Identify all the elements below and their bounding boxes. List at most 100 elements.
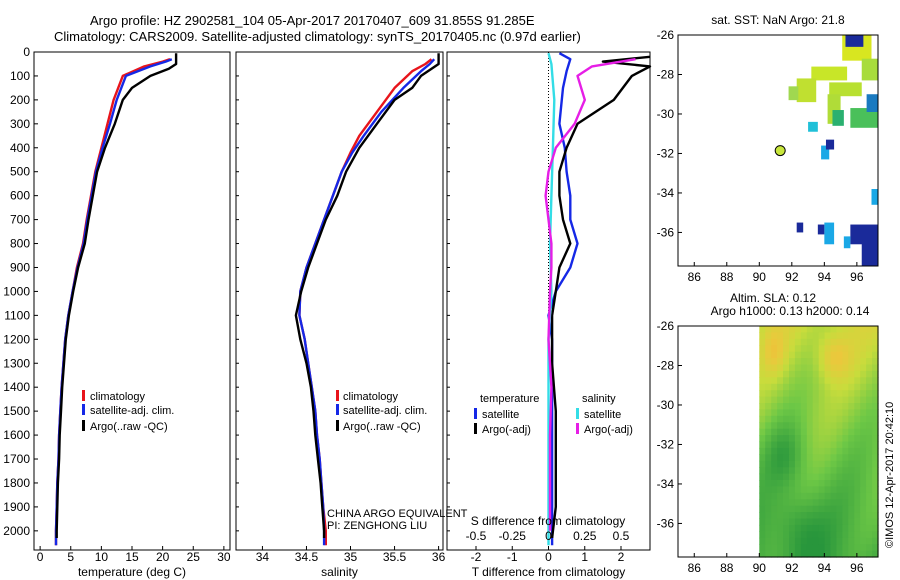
- sla-cell: [860, 537, 867, 545]
- sla-cell: [777, 332, 784, 340]
- sla-cell: [812, 364, 820, 372]
- float-position-marker: [774, 145, 786, 157]
- sla-cell: [771, 377, 778, 385]
- sla-cell: [789, 351, 796, 359]
- sla-cell: [771, 403, 778, 410]
- sla-cell: [824, 544, 832, 552]
- institution-pi: PI: ZENGHONG LIU: [327, 520, 427, 532]
- diff-xtick2-label: 0.5: [613, 529, 630, 543]
- sla-cell: [794, 531, 802, 539]
- sla-cell: [789, 467, 796, 475]
- sla-frame: [677, 325, 879, 558]
- temperature-ytick-label: 1300: [3, 356, 30, 370]
- sla-cell: [854, 531, 861, 539]
- sla-cell: [800, 326, 808, 333]
- sla-cell: [789, 370, 796, 378]
- sla-cell: [860, 531, 867, 539]
- sla-cell: [765, 390, 772, 398]
- sla-cell: [759, 505, 766, 513]
- sla-cell: [866, 550, 873, 558]
- sla-cell: [789, 403, 796, 410]
- sla-cell: [818, 550, 826, 558]
- sla-cell: [830, 524, 837, 532]
- sla-cell: [794, 364, 802, 372]
- sla-cell: [800, 447, 808, 455]
- sla-cell: [848, 537, 855, 545]
- sla-cell: [794, 345, 802, 353]
- sla-cell: [842, 377, 849, 385]
- sst-patch: [825, 139, 835, 150]
- sst-ytick-label: -26: [657, 28, 675, 42]
- sla-cell: [830, 332, 837, 340]
- sla-cell: [806, 480, 814, 487]
- sla-cell: [842, 505, 849, 513]
- temp-legend-swatch: [82, 420, 85, 431]
- sla-cell: [800, 415, 808, 423]
- sla-cell: [777, 447, 784, 455]
- sla-cell: [842, 486, 849, 494]
- sla-cell: [777, 370, 784, 378]
- sla-cell: [872, 447, 879, 455]
- sla-cell: [806, 326, 814, 333]
- sla-cell: [842, 473, 849, 481]
- temperature-ytick-label: 1200: [3, 332, 30, 346]
- sla-xtick-label: 92: [785, 561, 799, 575]
- sla-cell: [777, 518, 784, 526]
- diff-legend-swatch: [474, 423, 477, 434]
- sla-cell: [860, 415, 867, 423]
- sla-cell: [872, 537, 879, 545]
- sla-cell: [794, 326, 802, 333]
- sla-cell: [866, 473, 873, 481]
- sla-cell: [812, 326, 820, 333]
- sla-cell: [812, 473, 820, 481]
- sla-cell: [818, 396, 826, 404]
- sla-cell: [872, 518, 879, 526]
- sla-cell: [777, 550, 784, 558]
- sst-patch: [829, 82, 862, 97]
- sla-cell: [806, 518, 814, 526]
- sla-cell: [800, 435, 808, 443]
- sla-cell: [872, 492, 879, 500]
- sla-cell: [860, 505, 867, 513]
- diff-legend-title-t: temperature: [480, 393, 539, 405]
- sla-cell: [783, 435, 790, 443]
- sla-cell: [824, 338, 832, 346]
- sla-cell: [824, 531, 832, 539]
- sla-cell: [818, 377, 826, 385]
- sla-cell: [777, 473, 784, 481]
- sla-cell: [759, 332, 766, 340]
- sla-cell: [765, 524, 772, 532]
- sla-cell: [765, 512, 772, 520]
- sla-cell: [848, 338, 855, 346]
- sla-cell: [771, 435, 778, 443]
- sla-cell: [836, 492, 843, 500]
- sla-cell: [848, 473, 855, 481]
- sla-cell: [765, 338, 772, 346]
- sla-cell: [771, 383, 778, 391]
- sla-cell: [872, 544, 879, 552]
- sla-cell: [848, 358, 855, 366]
- sla-cell: [824, 351, 832, 359]
- sla-cell: [836, 390, 843, 398]
- sla-cell: [759, 383, 766, 391]
- sla-cell: [759, 537, 766, 545]
- salinity-xtick-label: 35: [344, 550, 358, 564]
- sla-cell: [765, 499, 772, 507]
- salinity-frame: [235, 51, 444, 551]
- sla-cell: [842, 531, 849, 539]
- sla-cell: [836, 422, 843, 430]
- diff-legend-label: satellite: [482, 409, 519, 421]
- sla-cell: [765, 473, 772, 481]
- sla-cell: [783, 415, 790, 423]
- sla-cell: [836, 435, 843, 443]
- temperature-frame: [33, 51, 231, 551]
- sla-cell: [848, 512, 855, 520]
- sla-cell: [836, 480, 843, 487]
- sla-cell: [818, 512, 826, 520]
- sla-cell: [806, 396, 814, 404]
- sla-cell: [812, 524, 820, 532]
- sla-cell: [777, 338, 784, 346]
- sla-cell: [800, 403, 808, 410]
- temperature-xtick-label: 5: [67, 550, 74, 564]
